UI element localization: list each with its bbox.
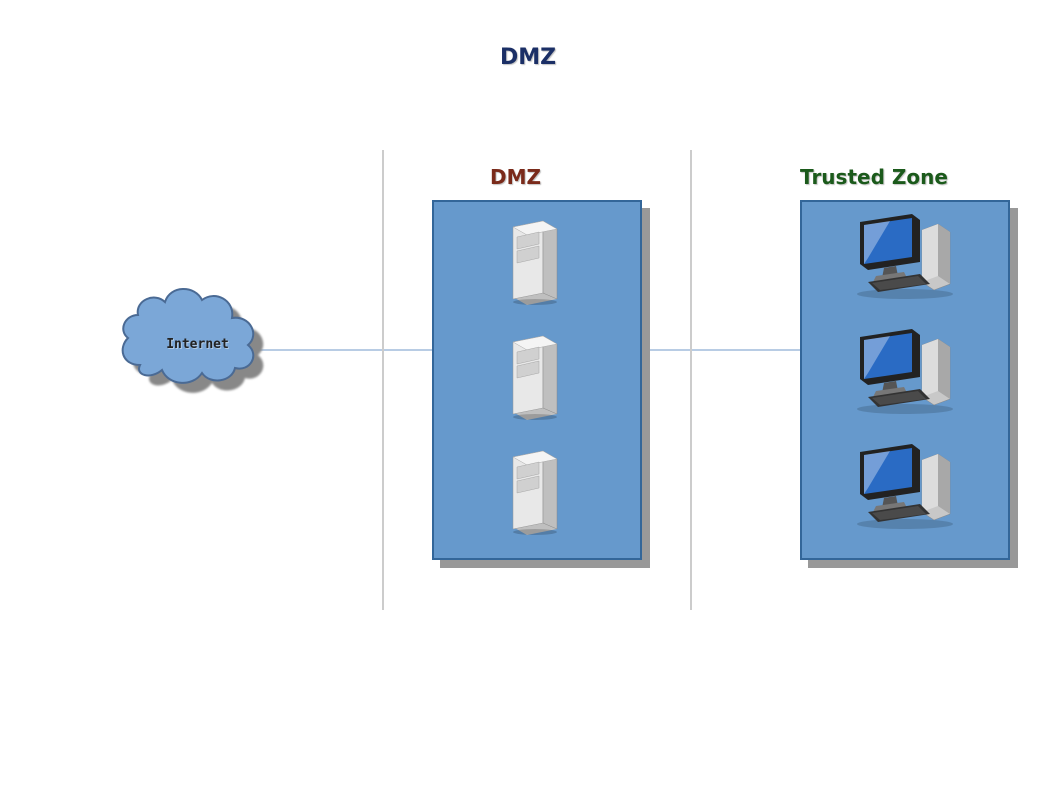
cloud-label: Internet [110, 337, 285, 352]
zone-label-trusted: Trusted Zone [800, 165, 948, 189]
server-icon [505, 330, 565, 420]
internet-cloud: Internet [110, 270, 285, 420]
divider-line [690, 150, 692, 610]
zone-label-dmz: DMZ [490, 165, 541, 189]
server-icon [505, 215, 565, 305]
connection-dmz-trusted [640, 349, 800, 351]
divider-line [382, 150, 384, 610]
workstation-icon [850, 210, 960, 300]
diagram-title: DMZ [500, 45, 556, 70]
workstation-icon [850, 440, 960, 530]
server-icon [505, 445, 565, 535]
workstation-icon [850, 325, 960, 415]
